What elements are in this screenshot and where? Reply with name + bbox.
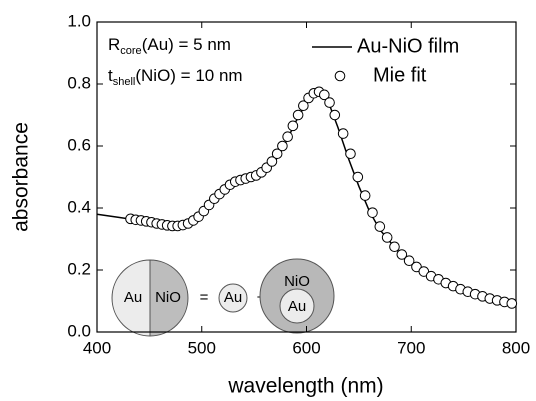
inset: Au NiO = Au + NiO Au — [111, 258, 335, 337]
inset-label: NiO — [155, 289, 181, 306]
marker — [319, 89, 330, 101]
x-tick-label: 800 — [502, 338, 530, 357]
marker — [352, 171, 364, 183]
marker — [345, 148, 356, 160]
y-tick-label: 0.6 — [67, 135, 91, 154]
marker — [271, 148, 283, 160]
legend-label: Au-NiO film — [357, 35, 459, 57]
marker — [292, 109, 304, 121]
marker — [374, 221, 386, 232]
x-tick-label: 700 — [397, 338, 425, 357]
marker — [298, 100, 309, 111]
y-axis-label: absorbance — [10, 122, 33, 232]
inset-label: Au — [124, 289, 142, 306]
x-tick-label: 600 — [292, 338, 320, 357]
legend-marker — [334, 70, 346, 82]
marker — [389, 241, 400, 253]
annotation-text: (NiO) = 10 nm — [135, 66, 242, 85]
marker — [381, 232, 393, 243]
annotation: tshell(NiO) = 10 nm — [108, 66, 243, 87]
y-tick-label: 0.8 — [67, 73, 91, 92]
y-tick-label: 0.4 — [67, 197, 91, 216]
marker — [282, 131, 293, 142]
annotation: Rcore(Au) = 5 nm — [108, 35, 231, 56]
x-tick-label: 500 — [188, 338, 216, 357]
inset-shell-half — [149, 259, 189, 337]
legend-label: Mie fit — [373, 64, 427, 86]
marker — [287, 120, 299, 132]
inset-core — [279, 288, 315, 324]
inset-core-half — [111, 259, 151, 337]
inset-label: Au — [224, 289, 242, 306]
marker — [403, 255, 415, 267]
annotation-text: (Au) = 5 nm — [142, 35, 231, 54]
inset-label: = — [200, 289, 209, 306]
marker — [367, 207, 378, 218]
marker — [329, 109, 341, 121]
x-axis-label: wavelength (nm) — [227, 375, 383, 398]
y-tick-label: 0.0 — [67, 321, 91, 340]
annotation-subscript: core — [120, 45, 141, 57]
marker — [337, 128, 349, 139]
inset-core — [218, 283, 248, 313]
x-tick-label: 400 — [83, 338, 111, 357]
inset-label: Au — [288, 298, 306, 315]
marker — [266, 156, 278, 167]
y-tick-label: 1.0 — [67, 11, 91, 30]
marker — [277, 140, 288, 152]
marker — [506, 298, 518, 309]
annotation-subscript: shell — [113, 76, 136, 88]
annotation-text: R — [108, 35, 120, 54]
marker — [359, 190, 371, 201]
y-tick-label: 0.2 — [67, 259, 91, 278]
marker — [396, 249, 408, 260]
annotation-text: t — [108, 66, 113, 85]
inset-label: NiO — [284, 273, 310, 290]
marker — [324, 97, 335, 108]
